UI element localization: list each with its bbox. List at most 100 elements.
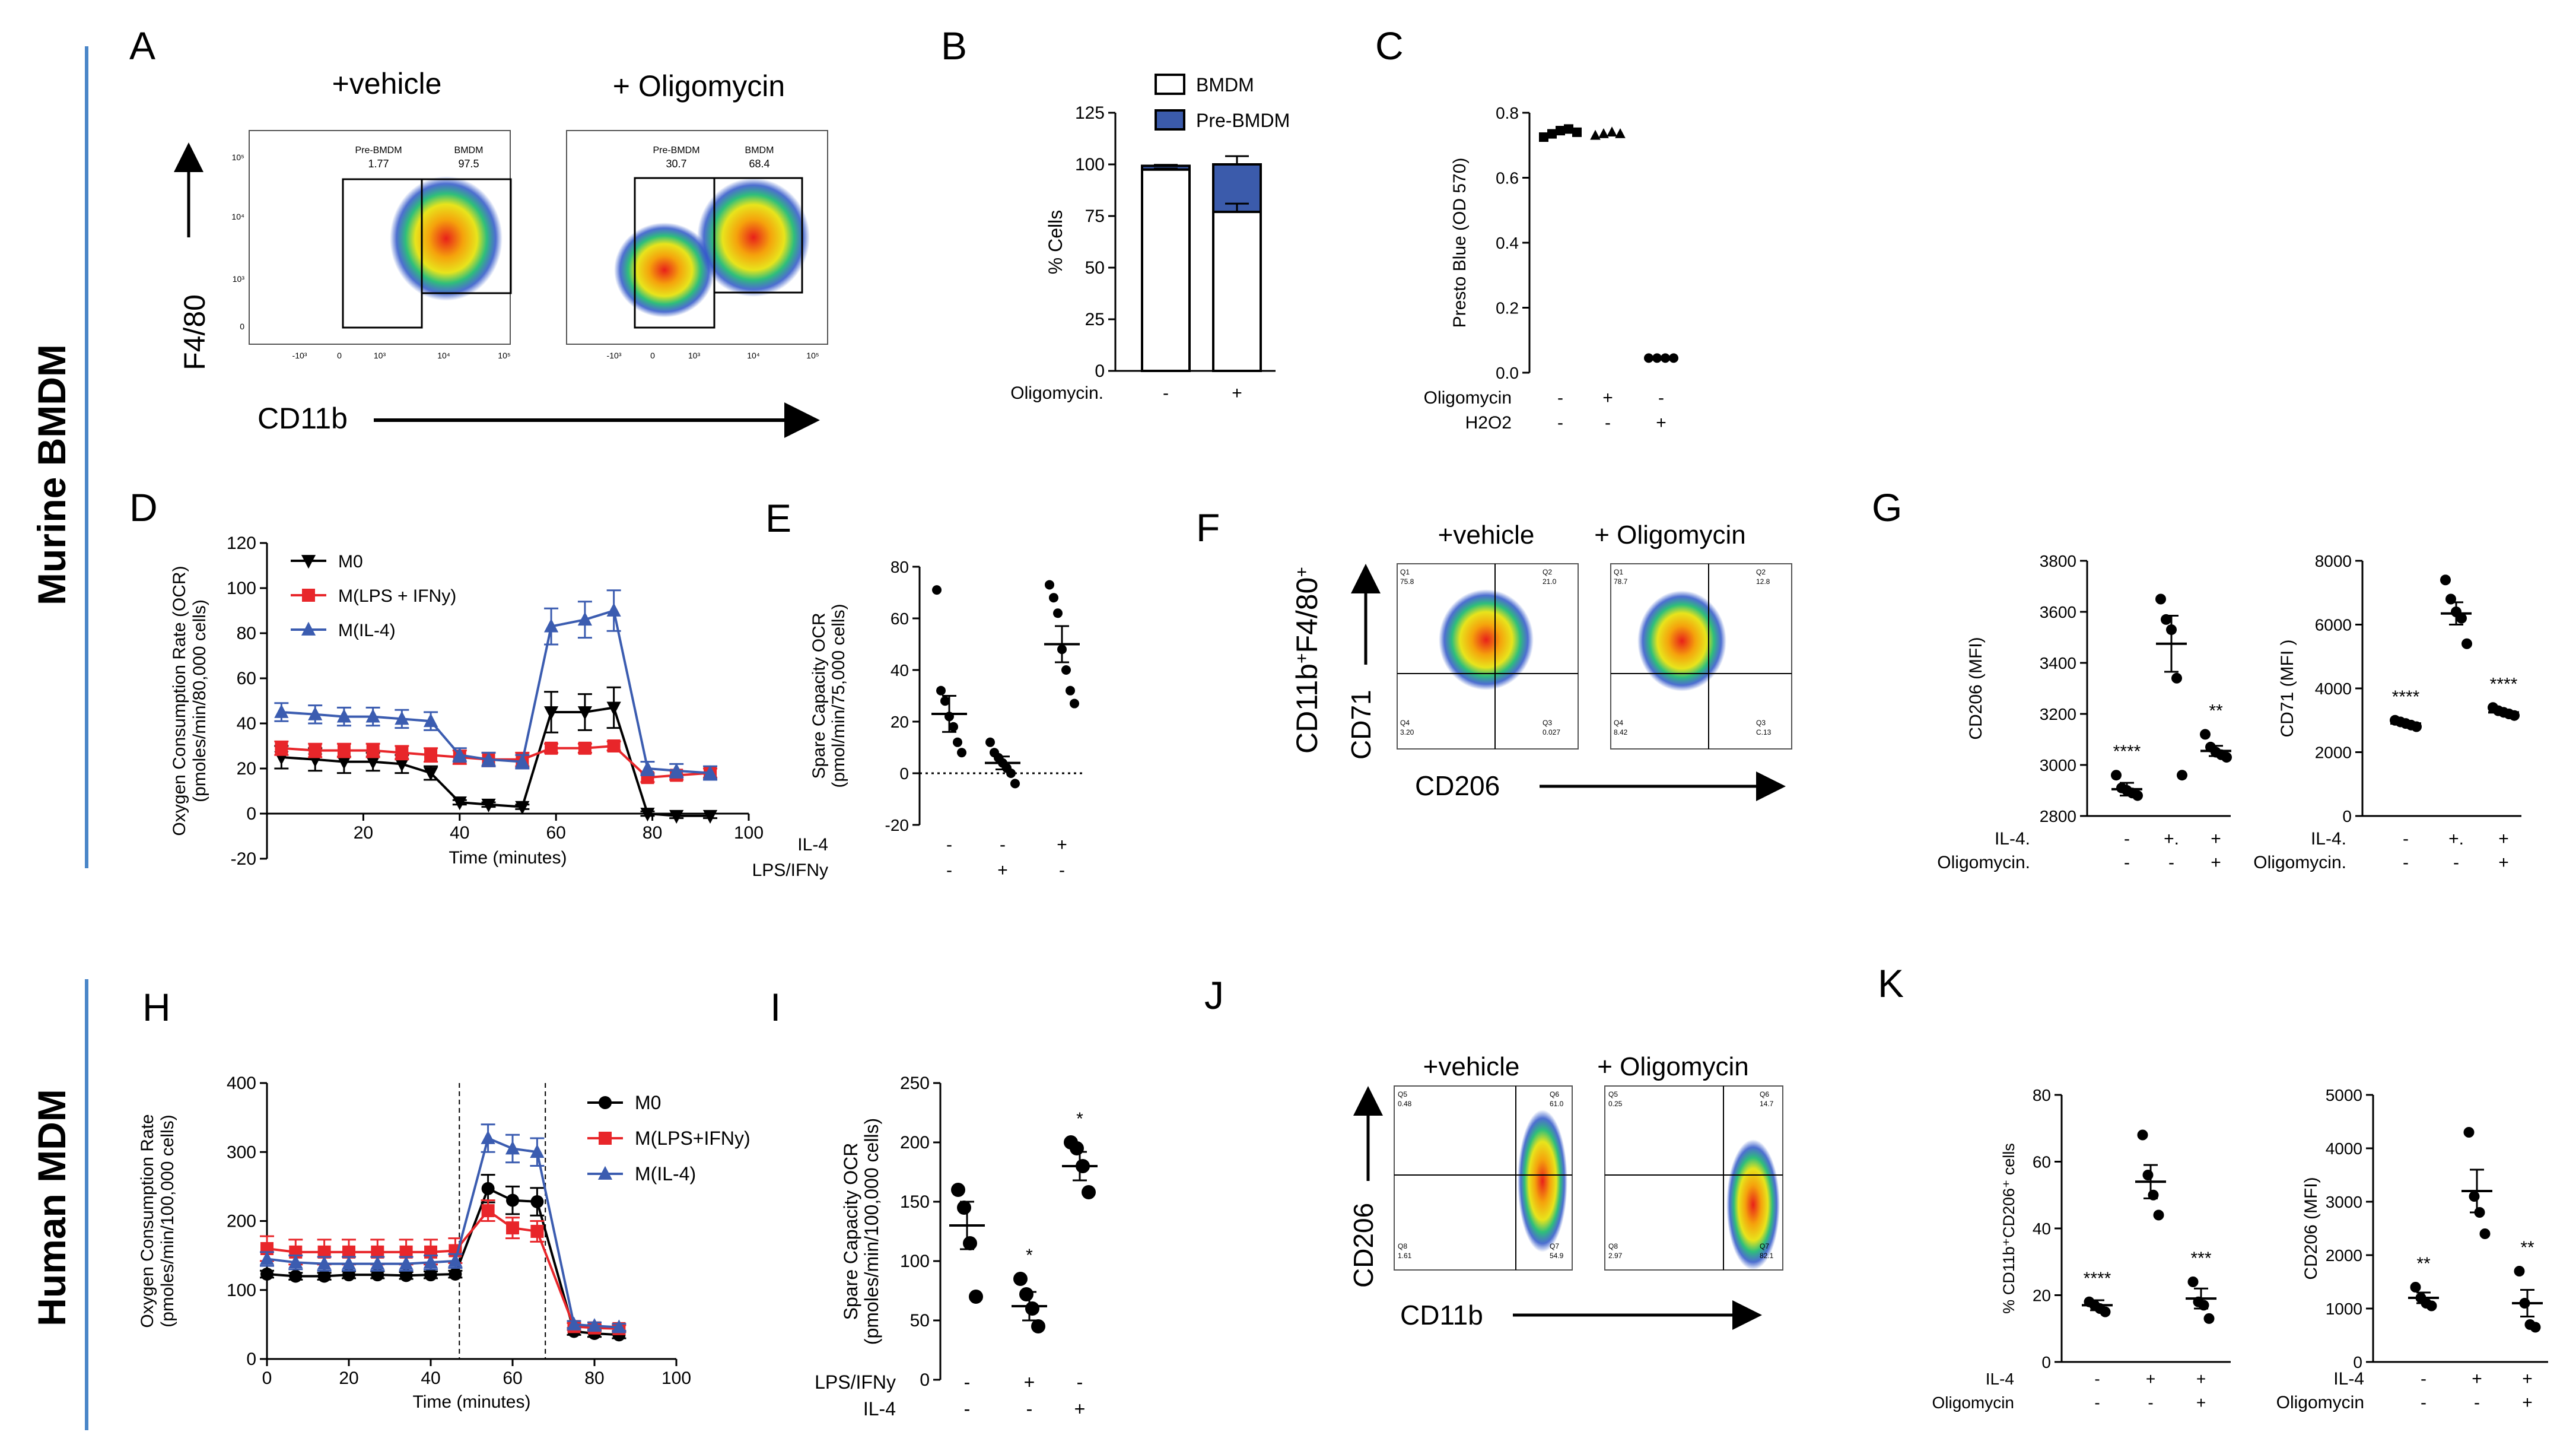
y-tick-label: 0.0 [1496,364,1519,382]
panel-letter-h: H [142,985,171,1029]
flow-a-xtick: 10⁴ [437,351,450,360]
condition-sign: - [2403,853,2409,872]
data-point [940,696,950,706]
chart-e: -20 0 20 40 60 80 Spare Capacity OCR (pmol/min/… [752,558,1086,880]
data-point [1556,126,1565,136]
data-point [577,612,593,626]
flow-a-xtick: -10³ [292,351,307,360]
significance-stars: **** [2113,742,2141,761]
human-section-title: Human MDM [30,1089,74,1326]
data-point [640,760,655,774]
data-point [481,1182,495,1195]
data-point [1045,580,1054,590]
murine-section-bar [85,46,88,868]
data-point [612,1319,626,1333]
y-tick-label: 0.8 [1496,104,1519,122]
legend-label: M(LPS + IFNy) [338,586,456,606]
x-tick-label: 100 [734,823,764,843]
flow-a-gate-bmdm-oligomycin [713,177,803,294]
flow-a-ytick: 10⁴ [231,212,244,221]
flow-f-q2-value: 12.8 [1756,577,1770,586]
panel-letter-i: I [770,985,781,1029]
flow-j-q8: Q8 [1398,1242,1407,1250]
y-tick-label: 60 [891,609,909,628]
y-tick-label: 40 [2033,1220,2051,1238]
y-tick-label: 3800 [2040,552,2076,570]
y-tick-label: 0 [1095,361,1105,381]
data-point [606,602,621,617]
y-tick-label: 50 [910,1311,930,1330]
flow-f-q1-value: 75.8 [1400,577,1414,586]
data-point [452,747,467,761]
data-point [607,739,621,752]
data-point [274,704,289,718]
data-point [2530,1322,2541,1333]
condition-sign: - [2421,1369,2426,1389]
data-point [342,1245,355,1259]
flow-a-population-vehicle [390,176,503,301]
flow-a-ytick: 10³ [233,274,245,284]
y-tick-label: -20 [885,816,909,834]
y-tick-label: 80 [891,558,909,576]
flow-j-q8-value: 1.61 [1398,1252,1412,1260]
flow-j-q7-value: 54.9 [1550,1252,1564,1260]
data-point [2171,672,2182,684]
data-point [2111,770,2122,781]
panel-letter-a: A [129,24,155,68]
chart-k-cd206: 0 1000 2000 3000 4000 5000 ** ** CD206 (MFI) IL-4… [2276,1086,2548,1412]
flow-j-q5: Q5 [1398,1090,1407,1098]
y-tick-label: 20 [891,713,909,731]
flow-panel-f: +vehicle + Oligomycin Q1 75.8 Q2 21.0 Q4… [1290,520,1792,801]
y-tick-label: -20 [231,849,256,869]
significance-stars: ** [2520,1238,2534,1258]
data-point [2479,1228,2491,1239]
condition-sign: - [2124,853,2130,872]
data-point [2203,1313,2215,1324]
y-tick-label: 4000 [2326,1139,2362,1158]
y-tick-label: 100 [900,1252,930,1271]
flow-j-q5-value: 0.25 [1608,1100,1623,1108]
flow-f-q4: Q4 [1614,719,1623,727]
y-tick-label: 6000 [2315,616,2352,634]
y-tick-label: 0.4 [1496,234,1519,252]
y-tick-label: 0 [2342,807,2352,825]
data-point [1019,1287,1033,1301]
panel-letter-c: C [1375,24,1404,68]
flow-j-q7-value: 82.1 [1760,1252,1774,1260]
flow-a-pre-value-2: 30.7 [666,158,686,170]
data-point [936,685,946,696]
y-tick-label: 20 [2033,1287,2051,1305]
data-point [2440,574,2451,586]
y-axis-label-units: (pmoles/min/100,000 cells) [158,1114,177,1328]
data-point [424,1268,437,1282]
y-axis-label-units: (pmoles/min/80,000 cells) [190,599,209,802]
y-tick-label: 300 [227,1142,256,1162]
data-point [951,1183,965,1197]
y-tick-label: 120 [227,534,256,553]
flow-f-ylabel: CD71 [1346,690,1376,760]
y-tick-label: 3400 [2040,654,2076,672]
data-point [2137,1129,2148,1141]
flow-a-pre-label-2: Pre-BMDM [653,145,699,155]
condition-row-label: IL-4 [797,835,828,855]
panel-letter-e: E [765,496,791,540]
flow-f-condition-1: +vehicle [1438,520,1535,550]
y-tick-label: 80 [237,624,256,643]
condition-row-label: IL-4 [2333,1369,2364,1389]
flow-j-q5: Q5 [1608,1090,1618,1098]
legend-label: M(IL-4) [635,1163,696,1185]
data-point [515,801,530,815]
data-point [365,709,380,723]
data-point [423,713,438,728]
panel-letter-j: J [1204,973,1224,1017]
significance-stars: ** [2416,1254,2431,1274]
chart-g-cd71: 0 2000 4000 6000 8000 **** **** CD71 (MFI ) IL-4… [2253,552,2521,872]
y-tick-label: 1000 [2326,1300,2362,1318]
condition-sign: +. [2448,829,2464,849]
data-point [969,1290,983,1304]
flow-j-q5-value: 0.48 [1398,1100,1412,1108]
condition-row-label: Oligomycin. [2253,853,2346,872]
legend-marker [301,621,316,636]
bar-bmdm [1141,168,1191,372]
flow-j-q7: Q7 [1760,1242,1769,1250]
